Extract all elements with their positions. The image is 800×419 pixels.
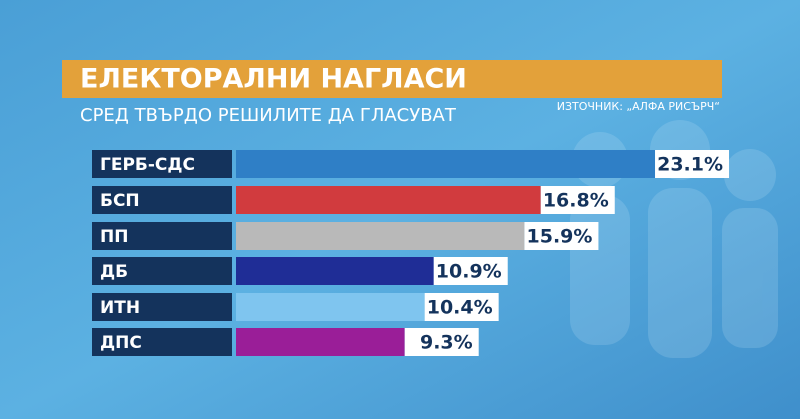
- source: ИЗТОЧНИК: „АЛФА РИСЪРЧ“: [557, 100, 720, 113]
- chart-subtitle: СРЕД ТВЪРДО РЕШИЛИТЕ ДА ГЛАСУВАТ: [80, 105, 457, 126]
- label-box: [92, 293, 232, 321]
- category-label: БСП: [100, 191, 140, 211]
- bar: [236, 328, 405, 356]
- category-label: ДБ: [100, 262, 128, 282]
- value-box: [524, 222, 599, 250]
- value-box: [540, 186, 615, 214]
- bar: [236, 150, 656, 178]
- value-label: 9.3%: [420, 332, 473, 354]
- bar: [236, 222, 525, 250]
- value-label: 23.1%: [657, 154, 723, 176]
- category-label: ДПС: [100, 333, 142, 353]
- value-box: [404, 328, 479, 356]
- value-label: 10.9%: [436, 261, 502, 283]
- category-label: ИТН: [100, 298, 140, 318]
- label-box: [92, 150, 232, 178]
- value-label: 10.4%: [427, 297, 493, 319]
- value-label: 15.9%: [527, 226, 593, 248]
- category-label: ПП: [100, 227, 128, 247]
- label-box: [92, 186, 232, 214]
- label-box: [92, 222, 232, 250]
- bar: [236, 257, 434, 285]
- value-box: [433, 257, 508, 285]
- bar: [236, 293, 425, 321]
- chart-title: ЕЛЕКТОРАЛНИ НАГЛАСИ: [80, 64, 467, 95]
- value-label: 16.8%: [543, 190, 609, 212]
- bar: [236, 186, 541, 214]
- value-box: [655, 150, 730, 178]
- label-box: [92, 328, 232, 356]
- title-bar: [62, 60, 722, 98]
- value-box: [424, 293, 499, 321]
- category-label: ГЕРБ-СДС: [100, 155, 195, 175]
- label-box: [92, 257, 232, 285]
